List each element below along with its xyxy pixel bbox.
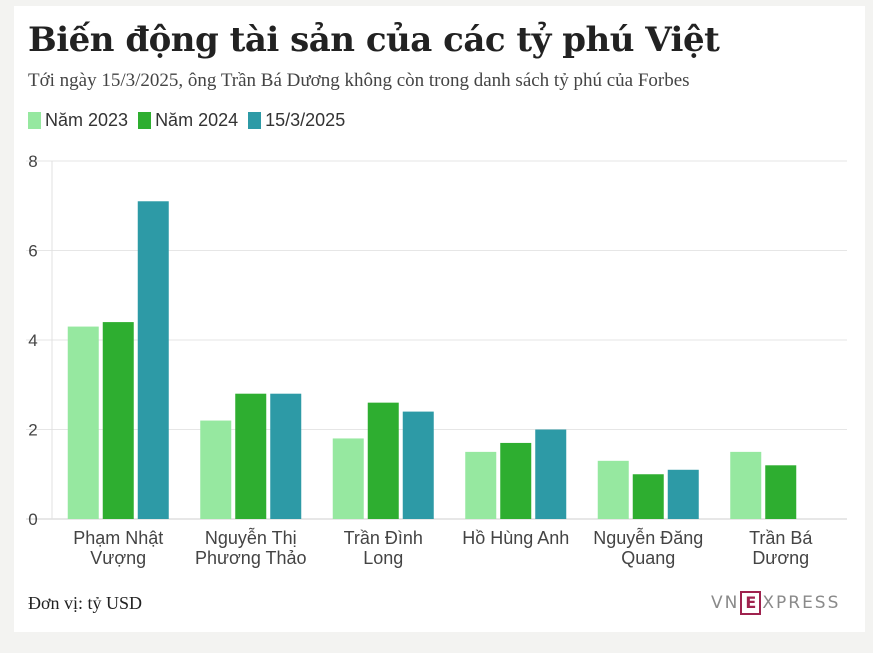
y-tick-label: 8: [28, 152, 37, 171]
x-tick-label: Long: [363, 548, 403, 568]
bar-1-3: [137, 201, 169, 519]
logo-mark: E: [740, 591, 762, 615]
bar-2-1: [200, 420, 232, 519]
bar-2-3: [270, 393, 302, 519]
unit-note: Đơn vị: tỷ USD: [28, 593, 143, 613]
legend-label-2024: Năm 2024: [155, 110, 239, 130]
bar-5-3: [667, 469, 699, 519]
bar-1-1: [67, 326, 99, 519]
legend-swatch-2025: [248, 112, 262, 129]
legend-label-2023: Năm 2023: [45, 110, 129, 130]
y-tick-label: 0: [28, 510, 37, 529]
legend-swatch-2023: [28, 112, 41, 129]
x-tick-label: Nguyễn Đăng: [593, 527, 703, 548]
bar-2-2: [235, 393, 267, 519]
y-tick-label: 2: [28, 421, 37, 440]
bar-6-2: [765, 465, 797, 519]
bar-4-3: [535, 429, 567, 519]
x-tick-label: Nguyễn Thị: [205, 527, 297, 548]
x-tick-label: Hồ Hùng Anh: [462, 528, 569, 548]
logo-text-left: VN: [711, 593, 740, 613]
chart-card: Biến động tài sản của các tỷ phú Việt Tớ…: [14, 6, 865, 632]
legend-swatch-2024: [138, 112, 152, 129]
bar-4-1: [465, 451, 497, 519]
bar-3-2: [367, 402, 399, 519]
bar-3-1: [332, 438, 364, 519]
legend-label-2025: 15/3/2025: [265, 110, 346, 130]
bar-5-1: [597, 460, 629, 519]
vnexpress-logo: VN E XPRESS: [711, 591, 840, 615]
x-tick-label: Trần Bá: [749, 528, 813, 548]
bar-4-2: [500, 442, 532, 519]
bar-3-3: [402, 411, 434, 519]
x-tick-label: Phương Thảo: [195, 548, 307, 568]
bar-1-2: [102, 322, 134, 519]
legend: Năm 2023 Năm 2024 15/3/2025: [28, 110, 345, 131]
chart-title: Biến động tài sản của các tỷ phú Việt: [28, 20, 720, 60]
bar-6-1: [730, 451, 762, 519]
y-tick-label: 4: [28, 331, 37, 350]
x-tick-label: Dương: [752, 548, 809, 568]
legend-item-2024: Năm 2024: [138, 110, 238, 131]
x-tick-label: Vượng: [90, 548, 146, 568]
logo-text-right: XPRESS: [762, 593, 841, 613]
y-tick-label: 6: [28, 242, 37, 261]
x-tick-label: Trần Đình: [344, 528, 423, 548]
x-tick-label: Quang: [621, 548, 675, 568]
legend-item-2023: Năm 2023: [28, 110, 128, 131]
bar-5-2: [632, 474, 664, 519]
x-tick-label: Phạm Nhật: [73, 528, 163, 548]
chart-subtitle: Tới ngày 15/3/2025, ông Trần Bá Dương kh…: [28, 70, 690, 91]
legend-item-2025: 15/3/2025: [248, 110, 345, 131]
